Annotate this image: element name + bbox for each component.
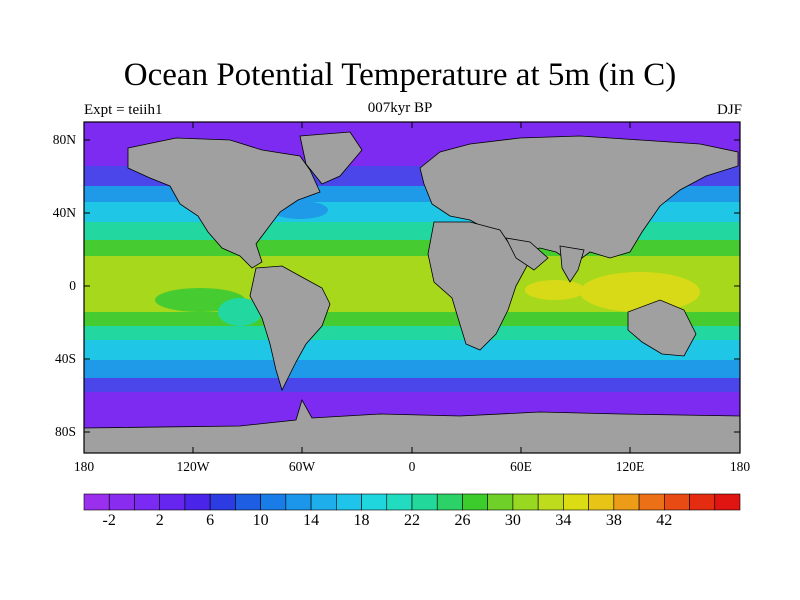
sst-warm-pool-indo-pacific [580, 272, 700, 312]
lon-label-60e: 60E [510, 459, 532, 474]
land-arabia [505, 237, 549, 271]
lat-label-80s: 80S [54, 424, 76, 439]
land-antarctica [84, 398, 740, 453]
colorbar-box [83, 493, 110, 511]
colorbar-box [537, 493, 564, 511]
colorbar-box [310, 493, 337, 511]
land-north-america [127, 137, 321, 269]
lat-label-40s: 40S [54, 351, 76, 366]
colorbar-box [108, 493, 135, 511]
sst-band-cool-south [84, 360, 740, 380]
time-label: 007kyr BP [367, 100, 433, 116]
lon-label-120e: 120E [615, 459, 645, 474]
colorbar-box [588, 493, 615, 511]
colorbar-box [411, 493, 438, 511]
sst-warm-patch-indian [525, 280, 585, 300]
experiment-label: Expt = teiih1 [84, 102, 163, 118]
lon-label-0: 0 [408, 459, 416, 474]
colorbar-label: 42 [656, 512, 673, 529]
land-australia [627, 299, 697, 357]
lon-ticks [83, 122, 741, 453]
land-africa [427, 221, 529, 351]
colorbar-box [436, 493, 463, 511]
colorbar-box [512, 493, 539, 511]
colorbar-box [336, 493, 362, 511]
sst-cool-tongue-peru [218, 298, 262, 326]
colorbar-box [235, 493, 261, 511]
colorbar-box [487, 493, 514, 511]
colorbar-box [386, 493, 413, 511]
colorbar-label: 30 [504, 512, 521, 529]
colorbar-label: 6 [206, 512, 215, 529]
colorbar-box [563, 493, 589, 511]
colorbar-box [260, 493, 287, 511]
colorbar-label: 38 [605, 512, 622, 529]
sst-band-warm-temperate-south [84, 326, 740, 342]
lon-label-60w: 60W [288, 459, 316, 474]
sst-band-mid-south [84, 340, 740, 362]
colorbar-box [714, 493, 741, 511]
lat-label-80n: 80N [52, 132, 76, 147]
colorbar-box [159, 493, 186, 511]
colorbar-label: 22 [404, 512, 420, 529]
land-india [559, 245, 585, 283]
colorbar-box [664, 493, 690, 511]
colorbar-box [613, 493, 640, 511]
colorbar-box [134, 493, 160, 511]
lon-label-120w: 120W [176, 459, 210, 474]
season-label: DJF [716, 102, 742, 118]
colorbar-label: -2 [102, 512, 116, 529]
sst-band-subpolar-south [84, 378, 740, 394]
colorbar-label: 26 [454, 512, 471, 529]
colorbar-label: 18 [353, 512, 370, 529]
plot-title: Ocean Potential Temperature at 5m (in C) [123, 57, 677, 93]
colorbar-box [361, 493, 388, 511]
colorbar-label: 34 [555, 512, 572, 529]
lat-label-40n: 40N [52, 205, 76, 220]
land-masses [84, 131, 740, 453]
colorbar-box [285, 493, 312, 511]
colorbar-box [638, 493, 665, 511]
colorbar-label: 2 [155, 512, 164, 529]
colorbar-label: 14 [303, 512, 320, 529]
lon-label-180w: 180 [73, 459, 95, 474]
land-south-america [249, 265, 331, 392]
colorbar-box [209, 493, 236, 511]
colorbar-box [184, 493, 211, 511]
lat-ticks [84, 139, 740, 433]
map-area [84, 122, 740, 453]
colorbar [83, 493, 741, 511]
lat-label-0: 0 [69, 278, 76, 293]
land-greenland [299, 131, 363, 185]
colorbar-box [462, 493, 488, 511]
lon-label-180e: 180 [729, 459, 751, 474]
colorbar-label: 10 [252, 512, 269, 529]
colorbar-box [689, 493, 716, 511]
sst-band-subtropical-north [84, 240, 740, 258]
